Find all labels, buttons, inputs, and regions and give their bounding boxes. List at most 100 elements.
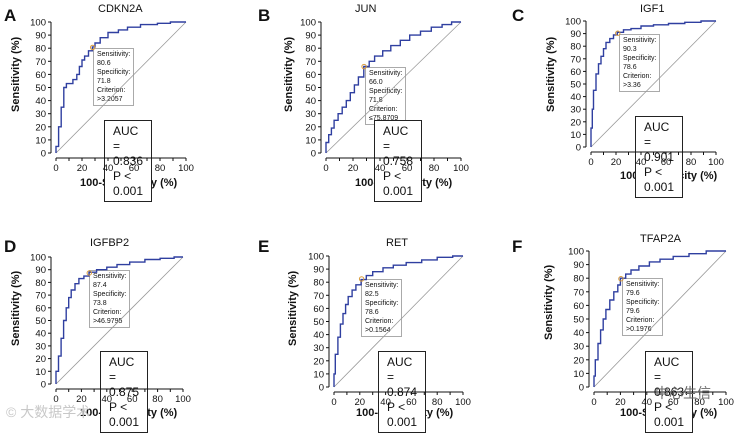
x-tick-label: 40 [642, 397, 653, 408]
y-tick-label: 50 [35, 316, 46, 327]
x-tick-label: 60 [127, 394, 138, 405]
x-tick-label: 100 [455, 397, 471, 408]
panel-label-f: F [512, 237, 523, 256]
y-tick-label: 30 [35, 109, 46, 120]
roc-curve [593, 250, 726, 387]
y-tick-label: 0 [311, 149, 316, 160]
y-tick-label: 50 [570, 80, 581, 91]
x-tick-label: 100 [708, 157, 724, 168]
y-tick-label: 50 [313, 317, 324, 328]
y-tick-label: 60 [35, 70, 46, 81]
reference-diagonal [333, 255, 464, 388]
y-tick-label: 100 [300, 18, 316, 29]
y-tick-label: 70 [570, 54, 581, 65]
x-tick-label: 0 [323, 163, 328, 174]
auc-box: AUC = 0.836 P < 0.001 [104, 120, 153, 202]
x-tick-label: 60 [661, 157, 672, 168]
cutoff-annotation: Sensitivity: 79.6 Specificity: 79.6 Crit… [622, 278, 664, 336]
y-tick-label: 40 [570, 92, 581, 103]
y-tick-label: 20 [573, 355, 584, 366]
y-tick-label: 60 [305, 70, 316, 81]
roc-curve [333, 255, 463, 387]
x-tick-label: 60 [402, 163, 413, 174]
x-tick-label: 80 [686, 157, 697, 168]
y-tick-label: 100 [565, 17, 581, 28]
cutoff-point [361, 63, 367, 70]
y-tick-label: 70 [35, 291, 46, 302]
x-tick-label: 80 [694, 397, 705, 408]
x-tick-label: 20 [355, 397, 366, 408]
x-tick-label: 20 [611, 157, 622, 168]
reference-diagonal [593, 250, 727, 388]
y-tick-label: 10 [573, 369, 584, 380]
cutoff-point [89, 44, 96, 51]
panel-label-d: D [4, 237, 17, 256]
y-tick-label: 20 [313, 356, 324, 367]
x-tick-label: 80 [432, 397, 443, 408]
panel-label-b: B [258, 6, 271, 25]
reference-diagonal [55, 256, 184, 385]
y-tick-label: 90 [305, 31, 316, 42]
y-tick-label: 20 [305, 122, 316, 133]
y-tick-label: 50 [573, 315, 584, 326]
y-tick-label: 100 [30, 253, 46, 264]
y-tick-label: 40 [305, 96, 316, 107]
y-tick-label: 100 [308, 252, 324, 263]
y-tick-label: 50 [305, 83, 316, 94]
y-tick-label: 90 [313, 265, 324, 276]
y-tick-label: 10 [35, 367, 46, 378]
y-tick-label: 0 [319, 383, 324, 394]
roc-curve [55, 256, 183, 384]
x-tick-label: 20 [76, 394, 87, 405]
panel-title: CDKN2A [98, 3, 143, 15]
y-tick-label: 40 [35, 329, 46, 340]
reference-diagonal [590, 20, 717, 148]
y-tick-label: 0 [576, 143, 581, 154]
y-tick-label: 60 [313, 304, 324, 315]
cutoff-annotation: Sensitivity: 66.0 Specificity: 71.8 Crit… [365, 67, 407, 125]
cutoff-annotation: Sensitivity: 90.3 Specificity: 78.6 Crit… [619, 34, 661, 92]
y-tick-label: 70 [305, 57, 316, 68]
y-tick-label: 30 [570, 105, 581, 116]
reference-diagonal [55, 21, 187, 154]
auc-box: AUC = 0.901 P < 0.001 [635, 116, 684, 198]
panel-label-a: A [4, 6, 17, 25]
y-tick-label: 80 [35, 44, 46, 55]
cutoff-point [86, 270, 92, 276]
y-tick-label: 0 [41, 149, 46, 160]
x-tick-label: 0 [331, 397, 336, 408]
y-tick-label: 30 [35, 341, 46, 352]
x-tick-label: 100 [175, 394, 191, 405]
y-tick-label: 50 [35, 83, 46, 94]
roc-curve [325, 21, 461, 153]
x-tick-label: 80 [429, 163, 440, 174]
x-tick-label: 40 [103, 163, 114, 174]
x-tick-label: 0 [588, 157, 593, 168]
auc-box: AUC = 0.875 P < 0.001 [100, 351, 149, 433]
y-tick-label: 100 [30, 18, 46, 29]
y-tick-label: 90 [35, 265, 46, 276]
y-tick-label: 40 [35, 96, 46, 107]
cutoff-annotation: Sensitivity: 80.6 Specificity: 71.8 Crit… [93, 48, 135, 106]
y-tick-label: 80 [570, 42, 581, 53]
x-tick-label: 20 [348, 163, 359, 174]
y-tick-label: 90 [573, 260, 584, 271]
x-tick-label: 0 [591, 397, 596, 408]
y-tick-label: 60 [570, 67, 581, 78]
cutoff-point [615, 30, 621, 36]
x-tick-label: 20 [77, 163, 88, 174]
y-tick-label: 40 [313, 330, 324, 341]
x-tick-label: 40 [636, 157, 647, 168]
x-tick-label: 60 [129, 163, 140, 174]
cutoff-point [618, 276, 624, 282]
y-tick-label: 30 [573, 342, 584, 353]
x-tick-label: 100 [718, 397, 734, 408]
y-tick-label: 30 [313, 343, 324, 354]
y-tick-label: 80 [313, 278, 324, 289]
panel-title: RET [386, 237, 408, 249]
x-tick-label: 100 [178, 163, 194, 174]
y-tick-label: 30 [305, 109, 316, 120]
y-tick-label: 90 [570, 29, 581, 40]
roc-curve [55, 21, 186, 153]
y-tick-label: 70 [35, 57, 46, 68]
